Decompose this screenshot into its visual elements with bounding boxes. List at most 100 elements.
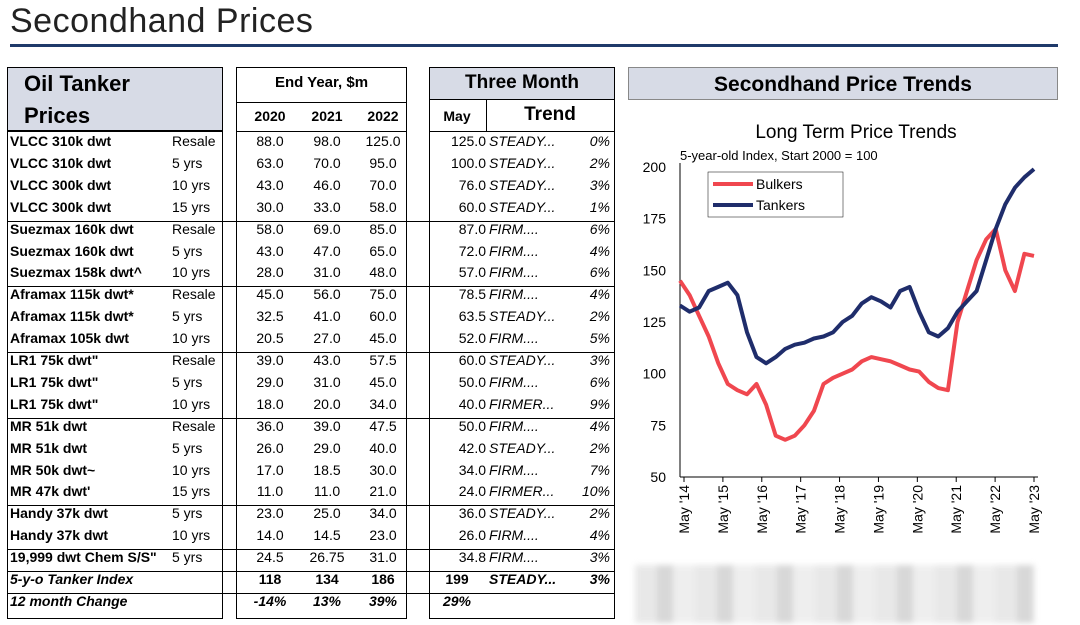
legend-label-bulkers: Bulkers: [756, 176, 803, 192]
cell-may: 40.0: [458, 395, 486, 412]
cell-pct: 6%: [589, 264, 610, 281]
cell-2022: 30.0: [369, 461, 397, 478]
row-age: Resale: [172, 286, 216, 303]
cell-pct: 3%: [589, 176, 610, 193]
row-name: LR1 75k dwt": [10, 373, 99, 390]
cell-pct: 6%: [589, 220, 610, 237]
cell-2021: 47.0: [313, 242, 341, 259]
row-name: Aframax 115k dwt*: [10, 286, 134, 303]
cell-trend: STEADY...: [489, 505, 556, 522]
cell-2022: 75.0: [369, 286, 397, 303]
cell-2020: 29.0: [256, 373, 284, 390]
row-name: LR1 75k dwt": [10, 395, 99, 412]
header-end-year: End Year, $m: [274, 74, 369, 91]
x-tick-label: May '23: [1026, 485, 1042, 534]
header-prices: Prices: [24, 103, 91, 128]
cell-pct: 5%: [589, 330, 610, 347]
row-age: 10 yrs: [172, 395, 211, 412]
cell-may: 34.0: [458, 461, 486, 478]
cell-2022: 125.0: [365, 133, 401, 149]
y-tick-label: 175: [643, 211, 667, 227]
cell-2022: 70.0: [369, 176, 397, 193]
cell-pct: 3%: [589, 549, 610, 566]
index-2021: 134: [315, 571, 339, 587]
cell-trend: FIRM....: [489, 264, 539, 281]
three-month-header-bg: [430, 68, 614, 99]
change-2020: -14%: [253, 592, 287, 609]
cell-pct: 2%: [589, 154, 610, 171]
row-age: 10 yrs: [172, 461, 211, 478]
x-tick-label: May '16: [754, 485, 770, 534]
row-name: VLCC 310k dwt: [10, 154, 112, 171]
cell-may: 72.0: [458, 242, 486, 259]
cell-trend: STEADY...: [489, 154, 556, 171]
cell-trend: FIRM....: [489, 330, 539, 347]
row-age: Resale: [172, 220, 216, 237]
cell-may: 42.0: [458, 439, 486, 456]
cell-trend: FIRM....: [489, 527, 539, 544]
header-three-month: Three Month: [465, 72, 579, 93]
x-tick-label: May '15: [715, 485, 731, 534]
index-2022: 186: [371, 571, 395, 587]
cell-may: 26.0: [458, 527, 486, 544]
cell-2022: 60.0: [369, 308, 397, 325]
cell-2022: 48.0: [369, 264, 397, 281]
cell-2021: 98.0: [313, 133, 341, 149]
row-name: Aframax 105k dwt: [10, 330, 130, 347]
cell-trend: STEADY...: [489, 198, 556, 215]
cell-2020: 43.0: [256, 176, 284, 193]
change-label: 12 month Change: [10, 592, 128, 609]
cell-2021: 69.0: [313, 220, 341, 237]
row-age: 5 yrs: [172, 154, 203, 171]
cell-2020: 88.0: [256, 133, 284, 149]
title-divider: [10, 44, 1058, 47]
cell-may: 34.8: [458, 549, 486, 566]
row-age: 5 yrs: [172, 373, 203, 390]
row-name: VLCC 300k dwt: [10, 176, 112, 193]
cell-2022: 45.0: [369, 330, 397, 347]
x-tick-label: May '21: [948, 485, 964, 534]
row-name: VLCC 300k dwt: [10, 198, 112, 215]
cell-trend: FIRM....: [489, 461, 539, 478]
y-tick-label: 125: [643, 314, 667, 330]
cell-2022: 34.0: [369, 505, 397, 522]
row-age: 10 yrs: [172, 527, 211, 544]
cell-2020: 28.0: [256, 264, 284, 281]
blurred-footer: [635, 565, 1035, 623]
row-name: Suezmax 160k dwt: [10, 242, 134, 259]
cell-2020: 18.0: [256, 395, 284, 412]
cell-pct: 2%: [589, 439, 610, 456]
three-month-box: [429, 67, 615, 619]
row-age: 5 yrs: [172, 549, 203, 566]
index-pct: 3%: [589, 571, 610, 587]
row-name: VLCC 310k dwt: [10, 133, 112, 149]
cell-2021: 70.0: [313, 154, 341, 171]
x-tick-label: May '20: [909, 485, 925, 534]
cell-2020: 20.5: [256, 330, 284, 347]
cell-may: 76.0: [458, 176, 486, 193]
y-tick-label: 75: [650, 417, 666, 433]
cell-2020: 30.0: [256, 198, 284, 215]
cell-may: 100.0: [450, 154, 486, 171]
cell-may: 50.0: [458, 373, 486, 390]
x-tick-label: May '22: [987, 485, 1003, 534]
row-age: 10 yrs: [172, 330, 211, 347]
cell-pct: 0%: [589, 133, 610, 149]
row-age: 10 yrs: [172, 176, 211, 193]
row-name: MR 51k dwt: [10, 439, 88, 456]
cell-2020: 63.0: [256, 154, 284, 171]
row-age: 15 yrs: [172, 198, 211, 215]
index-may: 199: [445, 571, 469, 587]
chart-title: Long Term Price Trends: [755, 122, 956, 143]
change-may: 29%: [442, 592, 472, 609]
page-title: Secondhand Prices: [10, 2, 314, 40]
row-name: Suezmax 160k dwt: [10, 220, 134, 237]
cell-trend: STEADY...: [489, 308, 556, 325]
cell-2020: 43.0: [256, 242, 284, 259]
cell-may: 63.5: [458, 308, 486, 325]
cell-2021: 29.0: [313, 439, 341, 456]
row-name: Aframax 115k dwt*: [10, 308, 134, 325]
cell-2022: 58.0: [369, 198, 397, 215]
cell-trend: FIRM....: [489, 220, 539, 237]
cell-may: 60.0: [458, 352, 486, 368]
